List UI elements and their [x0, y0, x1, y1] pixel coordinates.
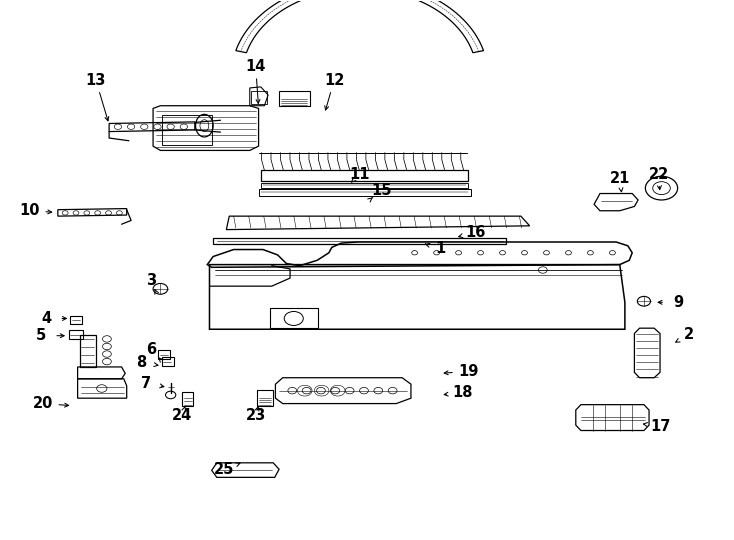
- Text: 18: 18: [452, 386, 473, 400]
- Text: 10: 10: [20, 203, 40, 218]
- Bar: [69, 330, 84, 339]
- Bar: [270, 308, 318, 328]
- Text: 24: 24: [172, 408, 192, 423]
- Bar: [162, 357, 173, 366]
- Text: 21: 21: [609, 171, 630, 186]
- Text: 4: 4: [41, 311, 51, 326]
- Text: 19: 19: [458, 364, 479, 379]
- Text: 13: 13: [86, 73, 106, 88]
- Bar: [182, 392, 193, 406]
- Bar: [70, 316, 82, 324]
- Text: 7: 7: [141, 376, 150, 390]
- Text: 8: 8: [137, 355, 147, 370]
- Text: 5: 5: [36, 328, 46, 343]
- Text: 22: 22: [648, 167, 669, 181]
- Text: 17: 17: [650, 418, 670, 434]
- Text: 25: 25: [214, 462, 234, 477]
- Text: 11: 11: [349, 167, 370, 181]
- Text: 16: 16: [465, 225, 486, 240]
- Text: 2: 2: [684, 327, 694, 342]
- Bar: [279, 91, 310, 106]
- Bar: [251, 91, 267, 104]
- Bar: [159, 350, 170, 359]
- Text: 3: 3: [146, 273, 156, 288]
- Text: 1: 1: [435, 241, 446, 256]
- Bar: [162, 116, 211, 145]
- Text: 14: 14: [245, 59, 266, 74]
- Text: 9: 9: [673, 295, 683, 310]
- Text: 12: 12: [324, 73, 344, 88]
- Text: 15: 15: [371, 183, 392, 198]
- Text: 20: 20: [33, 396, 54, 411]
- Bar: [257, 389, 273, 406]
- Text: 23: 23: [245, 408, 266, 423]
- Text: 6: 6: [146, 342, 156, 357]
